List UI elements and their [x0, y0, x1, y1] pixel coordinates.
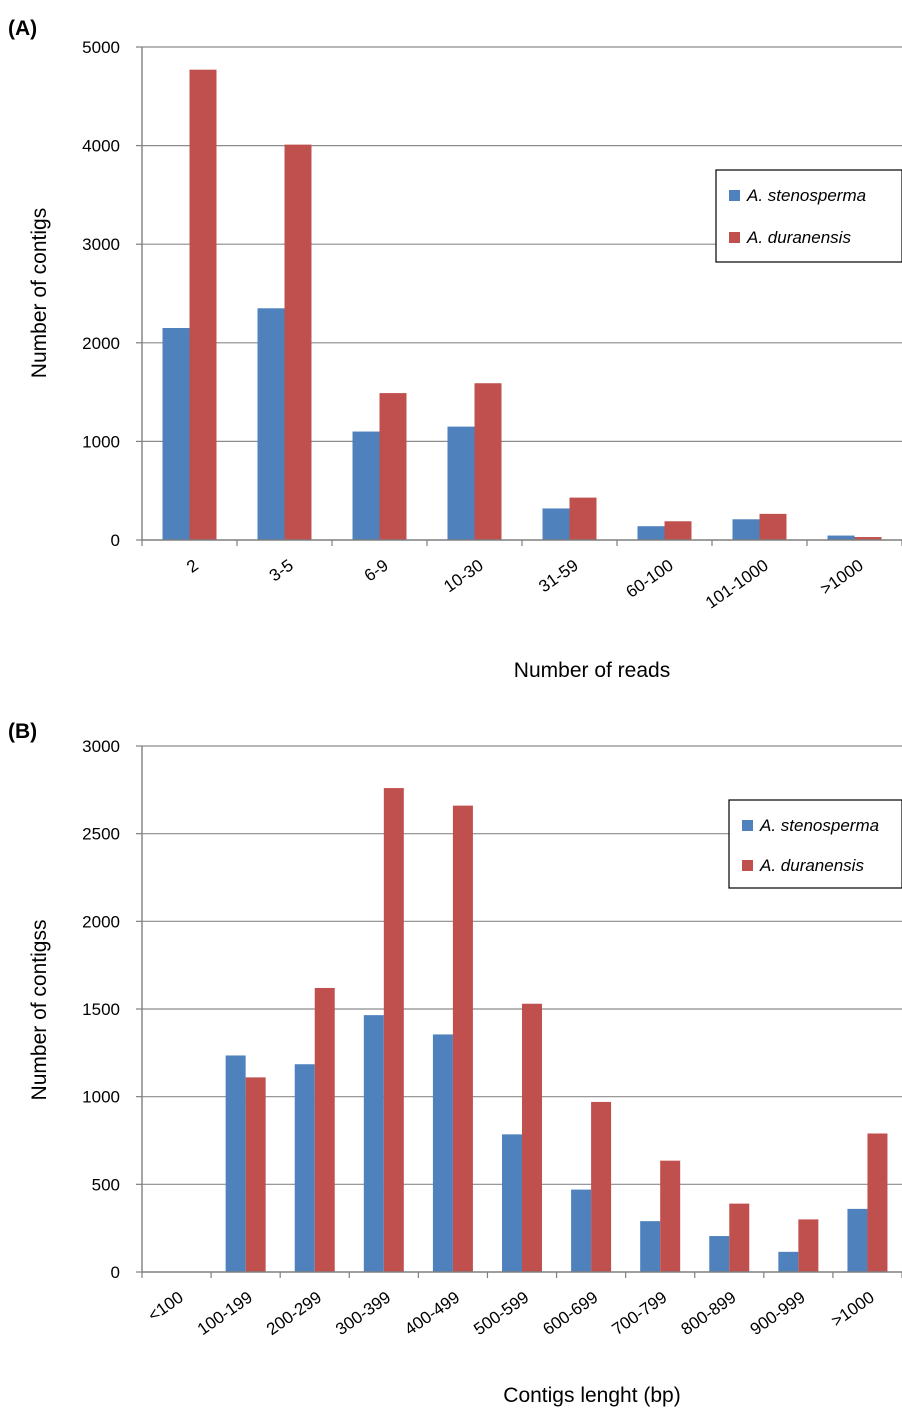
y-axis-title: Number of contigs [28, 208, 51, 378]
x-tick-label: 60-100 [623, 556, 677, 602]
legend-swatch [729, 232, 740, 243]
bar-duranensis [284, 144, 312, 540]
bar-duranensis [867, 1133, 888, 1272]
x-tick-label: >1000 [828, 1288, 878, 1331]
legend-box [728, 799, 902, 889]
x-tick-label: 900-999 [747, 1288, 809, 1339]
bar-stenosperma [432, 1034, 453, 1272]
bar-stenosperma [709, 1236, 730, 1272]
bar-stenosperma [640, 1221, 661, 1272]
y-tick-label: 2500 [82, 825, 120, 844]
bar-stenosperma [827, 535, 855, 540]
bar-stenosperma [732, 519, 760, 540]
x-tick-label: <100 [145, 1288, 187, 1326]
legend-label: A. duranensis [759, 856, 864, 875]
bar-duranensis [854, 537, 882, 540]
x-tick-label: 10-30 [440, 556, 487, 597]
legend-label: A. duranensis [746, 228, 851, 247]
y-tick-label: 3000 [82, 737, 120, 756]
bar-duranensis [314, 987, 335, 1272]
bar-duranensis [591, 1101, 612, 1272]
bar-stenosperma [257, 308, 285, 540]
panel-label: (A) [8, 17, 37, 40]
bar-duranensis [452, 805, 473, 1272]
bar-duranensis [660, 1160, 681, 1272]
bar-stenosperma [225, 1055, 246, 1272]
x-tick-label: 200-299 [263, 1288, 325, 1339]
x-tick-label: 500-599 [470, 1288, 532, 1339]
x-tick-label: 2 [183, 556, 202, 577]
x-tick-label: 31-59 [535, 556, 582, 597]
bar-stenosperma [294, 1064, 315, 1272]
x-tick-label: 700-799 [608, 1288, 670, 1339]
bar-stenosperma [162, 328, 190, 540]
bar-duranensis [245, 1077, 266, 1272]
x-tick-label: 6-9 [361, 556, 392, 586]
x-tick-label: 101-1000 [702, 556, 772, 613]
bar-duranensis [664, 521, 692, 540]
y-tick-label: 500 [92, 1175, 120, 1194]
x-tick-label: 400-499 [401, 1288, 463, 1339]
y-tick-label: 1000 [82, 1088, 120, 1107]
legend-label: A. stenosperma [746, 186, 866, 205]
bar-duranensis [729, 1203, 750, 1272]
bar-stenosperma [363, 1015, 384, 1272]
legend-swatch [729, 190, 740, 201]
x-tick-label: 100-199 [194, 1288, 256, 1339]
legend-swatch [742, 820, 753, 831]
bar-stenosperma [571, 1189, 592, 1272]
bar-stenosperma [542, 508, 570, 540]
bar-stenosperma [847, 1208, 868, 1272]
bar-stenosperma [352, 431, 380, 540]
x-tick-label: 300-399 [332, 1288, 394, 1339]
bar-duranensis [379, 393, 407, 540]
y-tick-label: 1000 [82, 432, 120, 451]
legend-label: A. stenosperma [759, 816, 879, 835]
y-tick-label: 2000 [82, 912, 120, 931]
x-axis-title: Contigs lenght (bp) [503, 1384, 680, 1407]
y-tick-label: 1500 [82, 1000, 120, 1019]
legend-swatch [742, 860, 753, 871]
x-tick-label: 600-699 [539, 1288, 601, 1339]
bar-stenosperma [778, 1251, 799, 1272]
x-tick-label: >1000 [817, 556, 867, 599]
legend-box [715, 169, 902, 263]
bar-stenosperma [637, 526, 665, 540]
y-tick-label: 0 [111, 531, 120, 550]
legend: A. stenosperma A. duranensis [728, 799, 902, 889]
y-tick-label: 5000 [82, 38, 120, 57]
bar-duranensis [798, 1219, 819, 1272]
bar-duranensis [474, 383, 502, 540]
y-axis-title: Number of contigss [28, 920, 51, 1101]
bar-duranensis [569, 497, 597, 540]
y-tick-label: 2000 [82, 334, 120, 353]
bar-stenosperma [502, 1134, 522, 1272]
bar-duranensis [189, 69, 217, 540]
bar-duranensis [522, 1003, 542, 1272]
chart-panel-b: (B) 0 500 1000 1500 2000 2500 3000 <100 100-199 20… [8, 720, 902, 1407]
panel-label: (B) [8, 720, 37, 743]
x-tick-label: 800-899 [678, 1288, 740, 1339]
x-axis-title: Number of reads [514, 659, 670, 682]
bar-duranensis [759, 513, 787, 540]
x-tick-label: 3-5 [266, 556, 297, 586]
y-tick-label: 4000 [82, 137, 120, 156]
bar-stenosperma [447, 426, 475, 540]
bar-duranensis [383, 788, 404, 1272]
y-tick-label: 0 [111, 1263, 120, 1282]
chart-panel-a: (A) 0 1000 2000 3000 4000 5000 2 3-5 6-9 10-30 31-5… [8, 17, 902, 682]
legend: A. stenosperma A. duranensis [715, 169, 902, 263]
y-tick-label: 3000 [82, 235, 120, 254]
